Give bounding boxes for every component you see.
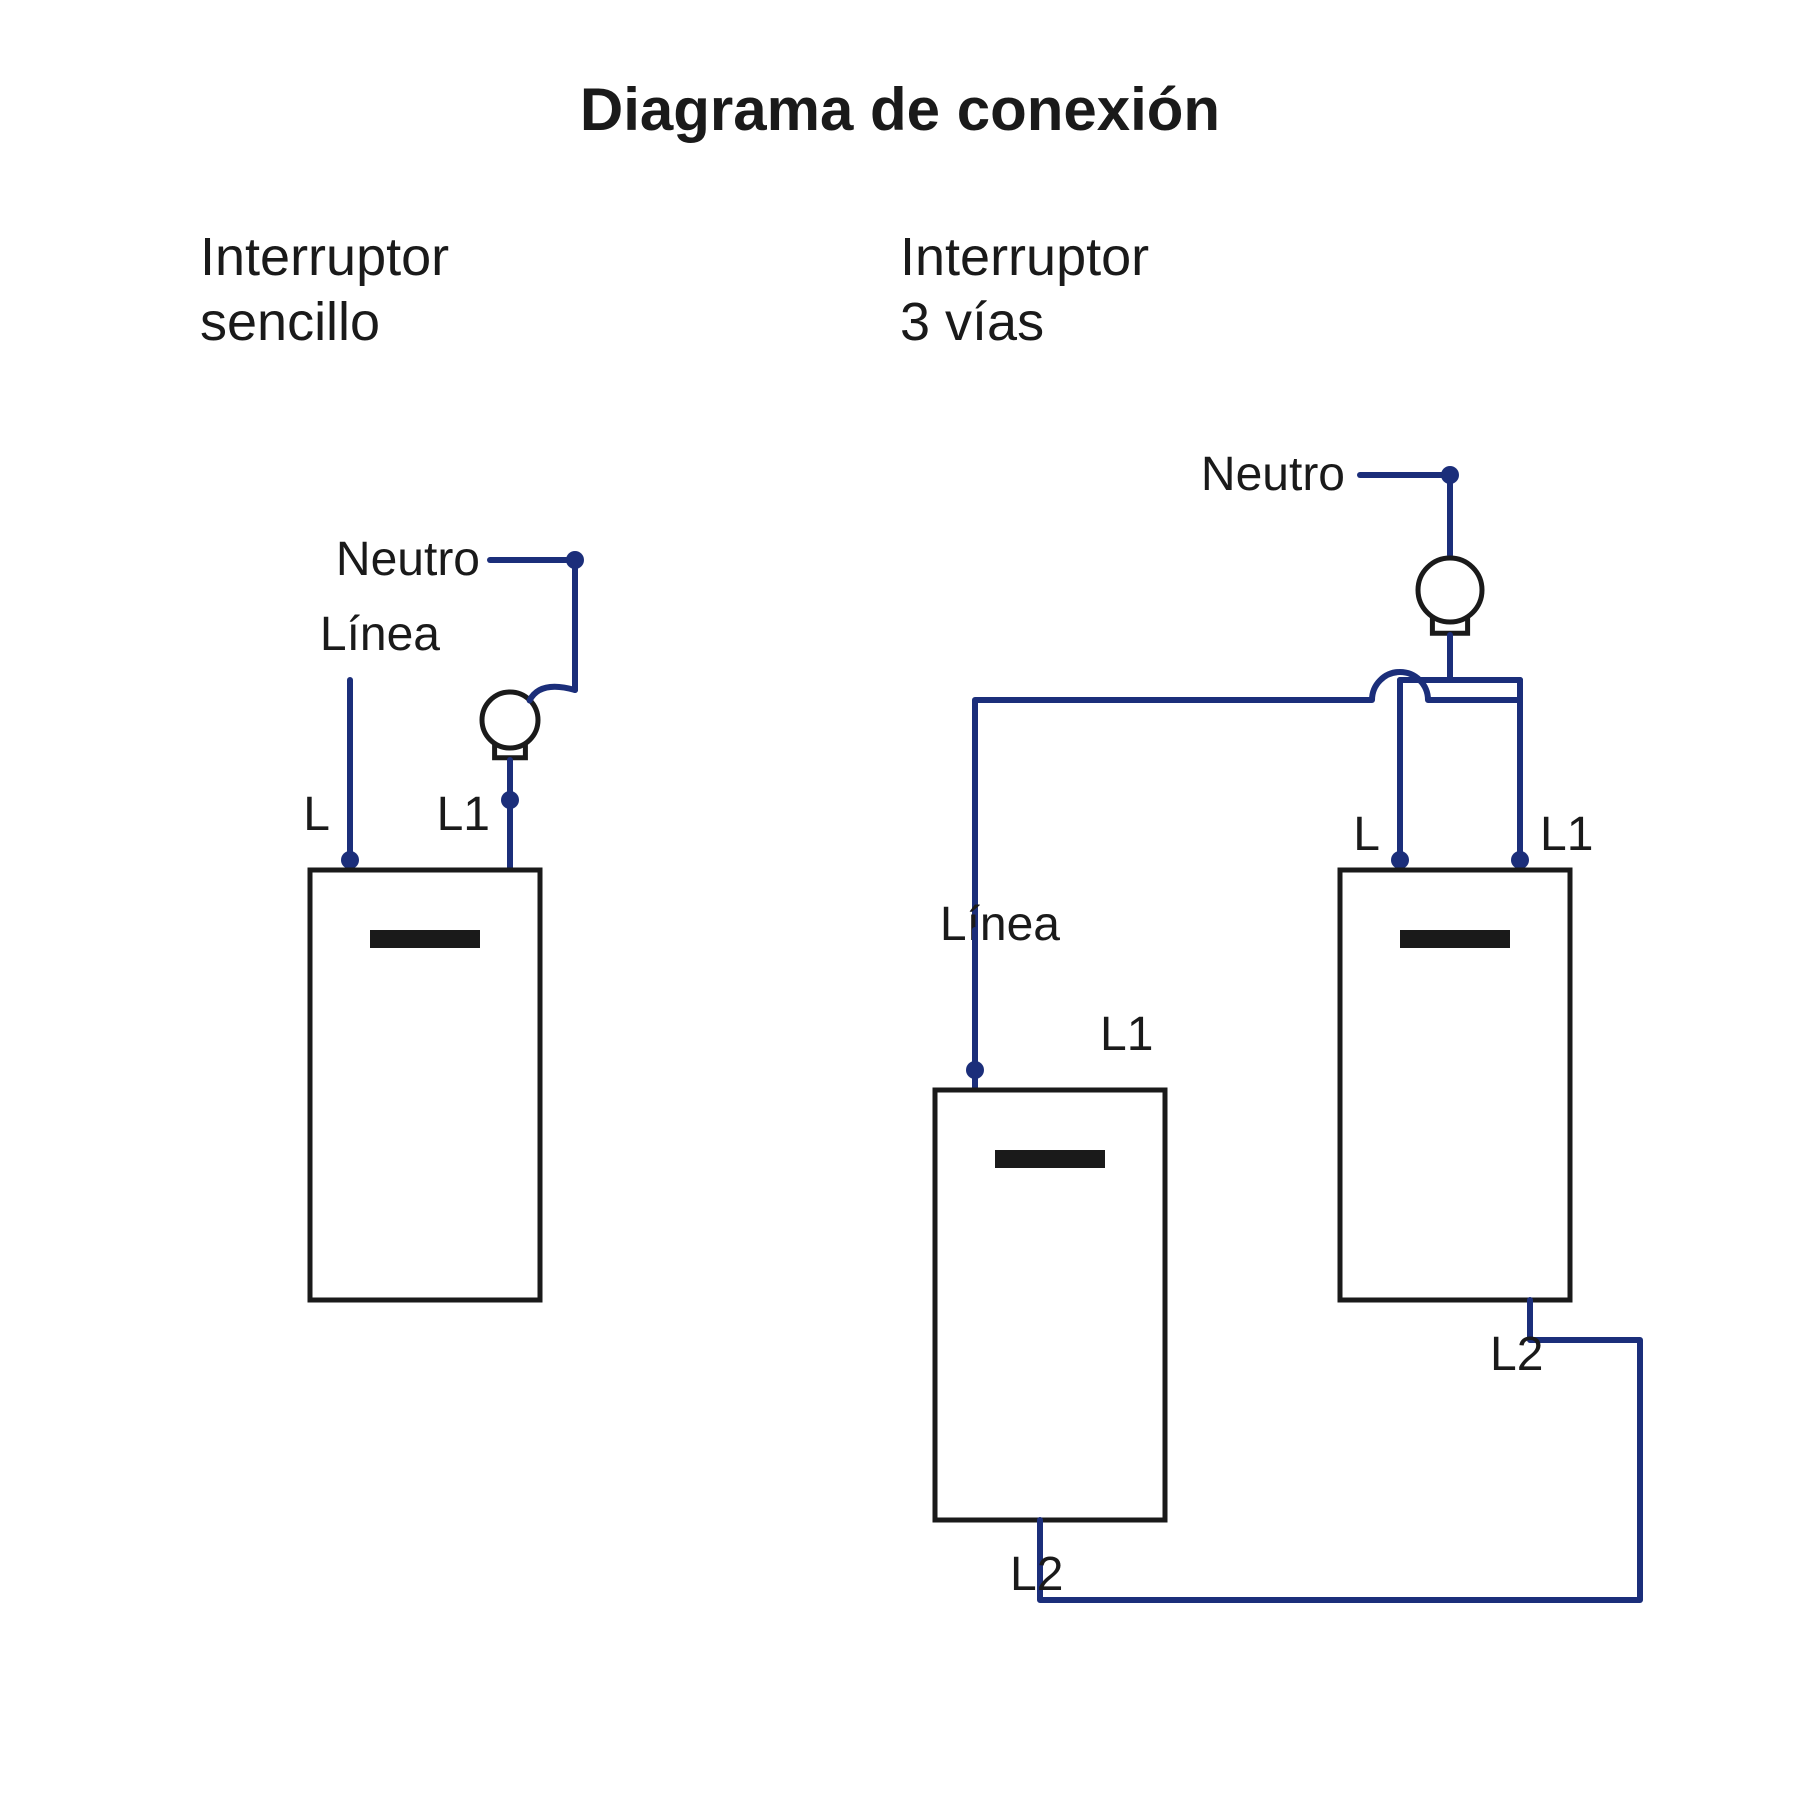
right-node-L1 <box>1511 851 1529 869</box>
right-l1-label: L1 <box>1540 808 1593 861</box>
left-l-label: L <box>303 788 330 841</box>
right-switch-rocker-A <box>995 1150 1105 1168</box>
left-node-l1 <box>501 791 519 809</box>
left-subtitle-line1: Interruptor <box>200 227 449 287</box>
right-node-linea <box>966 1061 984 1079</box>
left-node-linea <box>341 851 359 869</box>
three-way-switch-group: Interruptor 3 vías Neutro L L1 Línea L1 <box>900 227 1640 1601</box>
right-switchB-l2-label: L2 <box>1490 1328 1543 1381</box>
right-bulb-icon <box>1418 556 1514 633</box>
left-switch-rocker <box>370 930 480 948</box>
right-switchA-l1-label: L1 <box>1100 1008 1153 1061</box>
right-switch-rocker-B <box>1400 930 1510 948</box>
right-subtitle-line1: Interruptor <box>900 227 1149 287</box>
left-l1-label: L1 <box>437 788 490 841</box>
wiring-diagram: Diagrama de conexión Interruptor sencill… <box>0 0 1800 1800</box>
right-subtitle-line2: 3 vías <box>900 292 1044 352</box>
right-l-label: L <box>1353 808 1380 861</box>
right-linea-label: Línea <box>940 898 1060 951</box>
left-bulb-icon <box>482 687 575 758</box>
right-neutro-label: Neutro <box>1201 448 1345 501</box>
diagram-title: Diagrama de conexión <box>580 76 1220 143</box>
right-node-L <box>1391 851 1409 869</box>
right-switchA-l2-label: L2 <box>1010 1548 1063 1601</box>
left-neutro-label: Neutro <box>336 533 480 586</box>
left-linea-label: Línea <box>320 608 440 661</box>
left-subtitle-line2: sencillo <box>200 292 380 352</box>
simple-switch-group: Interruptor sencillo Neutro L1 Línea L <box>200 227 584 1300</box>
